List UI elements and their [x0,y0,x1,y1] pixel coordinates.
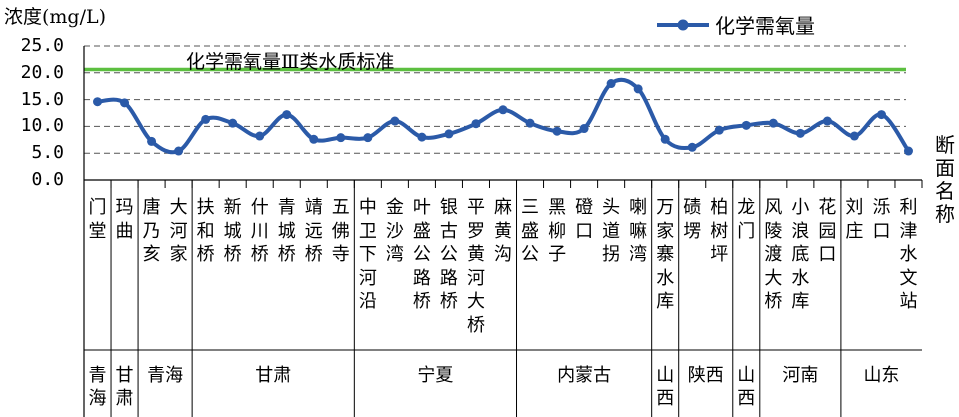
site-label: 门 堂 [88,197,107,242]
data-point [795,128,805,138]
data-point [363,133,373,143]
province-label: 甘 肃 [115,365,134,409]
data-point [417,132,427,142]
y-tick-label: 25.0 [20,35,64,56]
data-point [336,133,346,143]
site-label: 柏 树 坪 [710,197,729,265]
data-point [93,97,103,107]
y-tick-label: 0.0 [31,169,64,190]
standard-line-label: 化学需氧量Ⅲ类水质标准 [186,51,395,73]
data-point [714,125,724,135]
site-label: 中 卫 下 河 沿 [358,197,377,312]
site-label: 唐 乃 亥 [142,197,161,265]
data-point [579,124,589,134]
y-tick-label: 20.0 [20,61,64,83]
province-label: 山 西 [737,365,756,409]
site-label: 泺 口 [872,197,891,242]
province-label: 青海 [147,365,184,386]
site-label: 头 道 拐 [602,197,621,265]
data-point [120,98,130,108]
data-point [633,84,643,94]
data-point [390,116,400,126]
province-label: 青 海 [88,365,107,409]
data-point [903,146,913,156]
y-tick-label: 10.0 [20,115,64,137]
y-axis-title: 浓度(mg/L) [4,6,107,28]
y-tick-label: 5.0 [31,142,64,164]
data-point [282,110,292,120]
province-label: 山东 [863,365,900,386]
site-label: 刘 庄 [845,197,864,242]
site-label: 风 陵 渡 大 桥 [764,197,783,312]
gridlines [84,45,906,154]
legend-label: 化学需氧量 [715,14,815,38]
province-label: 内蒙古 [557,365,612,386]
site-label: 靖 远 桥 [304,197,323,265]
data-point [255,131,265,141]
site-label: 玛 曲 [115,197,134,242]
data-point [201,114,211,124]
site-label: 龙 门 [737,197,756,242]
legend: 化学需氧量 [657,10,815,39]
x-axis-title: 断面名称 [935,133,955,226]
site-label: 什 川 桥 [250,197,269,265]
province-label: 宁夏 [417,365,454,386]
site-label: 喇 嘛 湾 [629,197,648,265]
data-point [309,134,319,144]
data-point [174,146,184,156]
data-point [444,129,454,139]
province-label: 甘肃 [255,365,292,386]
data-point [228,118,238,128]
y-tick-label: 15.0 [20,88,64,110]
site-label: 万 家 寨 水 库 [656,197,675,312]
province-label: 山 西 [656,365,675,409]
data-point [849,131,859,141]
site-label: 五 佛 寺 [331,197,350,265]
data-point [687,142,697,152]
series-markers [93,79,913,156]
site-label: 青 城 桥 [277,197,296,265]
province-label: 河南 [782,365,819,386]
site-label: 三 盛 公 [521,197,540,265]
site-label: 磴 口 [575,197,594,242]
site-label: 利 津 水 文 站 [899,197,918,312]
site-label: 银 古 公 路 桥 [439,197,458,312]
site-label: 平 罗 黄 河 大 桥 [466,197,485,336]
data-point [741,120,751,130]
site-label: 花 园 口 [818,197,837,265]
data-point [525,118,535,128]
data-point [606,79,616,89]
site-label: 金 沙 湾 [385,197,404,265]
site-label: 扶 和 桥 [196,197,215,265]
site-label: 黑 柳 子 [548,197,567,265]
data-point [822,116,832,126]
site-label: 碛 塄 [683,197,702,242]
data-point [876,110,886,120]
series-line-cod [97,77,911,155]
data-point [768,118,778,128]
site-label: 麻 黄 沟 [494,197,512,265]
site-label: 大 河 家 [169,197,188,265]
legend-line-icon [657,19,709,30]
data-point [660,134,670,144]
data-point [147,136,157,146]
table-frame [83,46,923,417]
site-label: 新 城 桥 [223,197,242,265]
province-label: 陕西 [687,365,724,386]
site-label: 叶 盛 公 路 桥 [412,197,431,312]
site-label: 小 浪 底 水 库 [791,197,810,312]
data-point [471,119,481,129]
data-point [552,126,562,136]
data-point [498,105,508,115]
